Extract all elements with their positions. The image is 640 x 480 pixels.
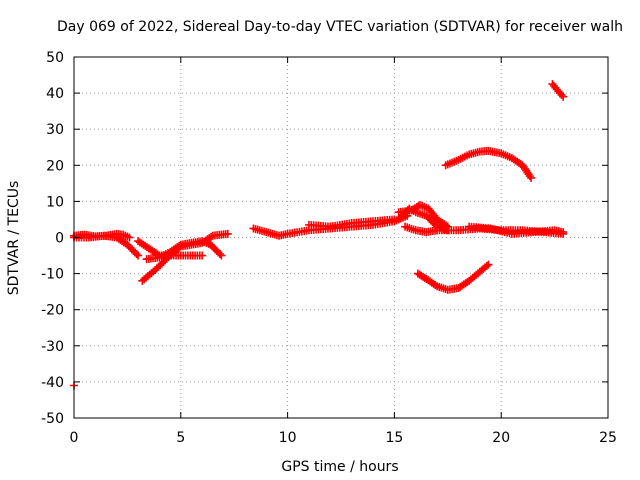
data-point-marker	[559, 228, 568, 237]
y-axis-label: SDTVAR / TECUs	[6, 181, 22, 296]
data-point-marker	[125, 233, 134, 242]
chart-title: Day 069 of 2022, Sidereal Day-to-day VTE…	[57, 19, 623, 35]
data-series	[70, 80, 568, 390]
data-point-marker	[175, 241, 184, 250]
data-point-marker	[215, 250, 224, 259]
data-point-marker	[482, 262, 491, 271]
series-arc-n	[441, 146, 536, 182]
x-tick-label: 5	[176, 430, 185, 446]
y-tick-label: 30	[46, 122, 64, 138]
y-tick-label: -20	[41, 303, 64, 319]
series-arc-m	[413, 260, 493, 294]
y-tick-label: 10	[46, 194, 64, 210]
data-point-marker	[559, 92, 568, 101]
data-point-marker	[525, 172, 534, 181]
y-tick-label: -50	[41, 411, 64, 427]
y-tick-label: -10	[41, 267, 64, 283]
data-point-marker	[207, 232, 216, 241]
x-tick-label: 25	[599, 430, 617, 446]
data-point-marker	[443, 222, 452, 231]
y-tick-label: -40	[41, 375, 64, 391]
series-arc-i	[394, 201, 452, 231]
y-tick-label: -30	[41, 339, 64, 355]
y-tick-label: 0	[55, 231, 64, 247]
data-point-marker	[134, 251, 143, 260]
data-point-marker	[484, 260, 493, 269]
x-tick-label: 15	[385, 430, 403, 446]
data-point-marker	[557, 90, 566, 99]
y-tick-label: 50	[46, 50, 64, 66]
data-point-marker	[132, 250, 141, 259]
x-axis-label: GPS time / hours	[281, 459, 398, 475]
series-arc-o	[548, 80, 568, 101]
data-point-marker	[198, 251, 207, 260]
series-arc-e	[142, 237, 226, 264]
data-point-marker	[217, 251, 226, 260]
x-tick-label: 20	[492, 430, 510, 446]
series-arc-g	[304, 215, 399, 231]
x-tick-label: 0	[70, 430, 79, 446]
x-tick-label: 10	[279, 430, 297, 446]
y-tick-label: 20	[46, 158, 64, 174]
axis-ticks: 0 5 10 15 20 25 -50 -40 -30 -20 -10 0 10 20 30 40 50	[41, 50, 617, 446]
y-tick-label: 40	[46, 86, 64, 102]
series-arc-l	[465, 222, 568, 238]
data-point-marker	[223, 229, 232, 238]
data-point-marker	[527, 173, 536, 182]
